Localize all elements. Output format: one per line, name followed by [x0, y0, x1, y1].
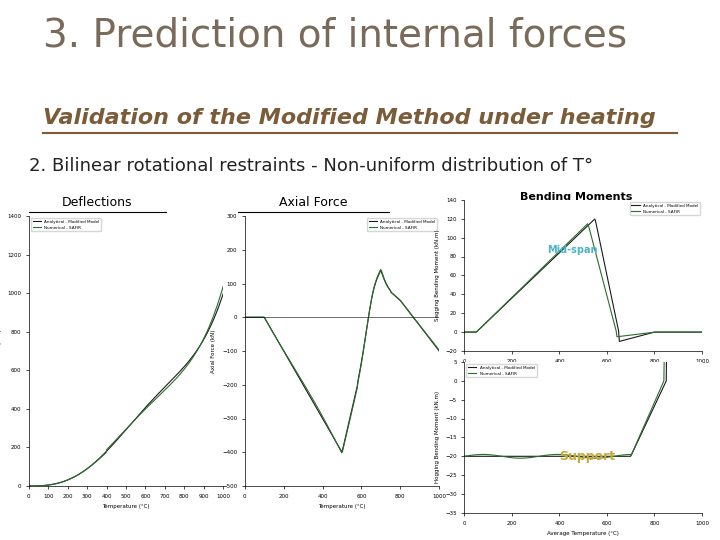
Analytical - Modified Model	[698, 329, 706, 335]
Analytical - Modified Model	[461, 329, 469, 335]
Line: Numerical - SAFIR: Numerical - SAFIR	[464, 224, 702, 337]
Text: Axial Force: Axial Force	[279, 196, 348, 209]
Numerical - SAFIR	[606, 454, 615, 460]
Analytical - Modified Model	[219, 291, 228, 297]
X-axis label: Temperature (°C): Temperature (°C)	[559, 369, 607, 374]
Analytical - Modified Model	[461, 453, 469, 460]
Numerical - SAFIR	[661, 265, 670, 272]
Line: Analytical - Modified Model: Analytical - Modified Model	[464, 219, 702, 341]
Analytical - Modified Model	[603, 271, 611, 277]
Line: Numerical - SAFIR: Numerical - SAFIR	[245, 269, 439, 453]
Analytical - Modified Model	[189, 353, 197, 360]
Numerical - SAFIR	[601, 288, 610, 295]
X-axis label: Average Temperature (°C): Average Temperature (°C)	[547, 531, 619, 536]
Numerical - SAFIR	[435, 347, 444, 353]
Analytical - Modified Model	[357, 360, 366, 367]
Y-axis label: Deflection (mm): Deflection (mm)	[0, 328, 1, 374]
X-axis label: Temperature (°C): Temperature (°C)	[102, 504, 150, 509]
Line: Analytical - Modified Model: Analytical - Modified Model	[245, 271, 439, 451]
Numerical - SAFIR	[377, 266, 385, 273]
Analytical - Modified Model	[615, 338, 624, 345]
Analytical - Modified Model	[460, 453, 469, 460]
Numerical - SAFIR	[698, 329, 706, 335]
Numerical - SAFIR	[140, 407, 149, 413]
Legend: Analytical - Modified Model, Numerical - SAFIR: Analytical - Modified Model, Numerical -…	[467, 364, 536, 377]
Numerical - SAFIR	[241, 314, 250, 320]
Line: Numerical - SAFIR: Numerical - SAFIR	[464, 0, 702, 458]
Numerical - SAFIR	[460, 453, 469, 460]
Numerical - SAFIR	[613, 334, 621, 340]
Numerical - SAFIR	[24, 483, 33, 489]
Text: 3. Prediction of internal forces: 3. Prediction of internal forces	[43, 16, 627, 54]
Text: 47: 47	[15, 76, 39, 94]
Numerical - SAFIR	[677, 329, 685, 335]
Analytical - Modified Model	[606, 289, 615, 296]
Analytical - Modified Model	[377, 267, 385, 274]
Analytical - Modified Model	[600, 453, 609, 460]
Text: Mid-span: Mid-span	[548, 245, 598, 255]
Numerical - SAFIR	[603, 454, 611, 461]
Numerical - SAFIR	[189, 355, 197, 361]
Numerical - SAFIR	[201, 333, 210, 339]
Line: Analytical - Modified Model: Analytical - Modified Model	[29, 294, 223, 486]
Analytical - Modified Model	[201, 334, 210, 340]
Analytical - Modified Model	[140, 406, 149, 412]
Numerical - SAFIR	[240, 314, 249, 320]
Analytical - Modified Model	[606, 453, 614, 460]
Analytical - Modified Model	[24, 483, 33, 489]
Numerical - SAFIR	[143, 403, 152, 410]
Analytical - Modified Model	[418, 326, 427, 332]
Analytical - Modified Model	[677, 329, 685, 335]
Numerical - SAFIR	[583, 220, 592, 227]
Legend: Analytical - Modified Model, Numerical - SAFIR: Analytical - Modified Model, Numerical -…	[630, 202, 700, 215]
Analytical - Modified Model	[662, 329, 670, 335]
Line: Numerical - SAFIR: Numerical - SAFIR	[29, 286, 223, 486]
Numerical - SAFIR	[140, 407, 148, 414]
Numerical - SAFIR	[418, 326, 427, 332]
Analytical - Modified Model	[25, 483, 34, 489]
Analytical - Modified Model	[405, 309, 414, 316]
Analytical - Modified Model	[240, 314, 249, 320]
Numerical - SAFIR	[461, 329, 469, 335]
Text: 2. Bilinear rotational restraints - Non-uniform distribution of T°: 2. Bilinear rotational restraints - Non-…	[29, 157, 593, 176]
Text: Validation of the Modified Method under heating: Validation of the Modified Method under …	[43, 108, 656, 128]
Y-axis label: Hogging Bending Moment (kN.m): Hogging Bending Moment (kN.m)	[435, 392, 440, 483]
Numerical - SAFIR	[601, 454, 610, 461]
Numerical - SAFIR	[357, 361, 366, 368]
Numerical - SAFIR	[460, 329, 469, 335]
Numerical - SAFIR	[338, 449, 346, 456]
Numerical - SAFIR	[662, 329, 670, 335]
Y-axis label: Sagging Bending Moment (kN.m): Sagging Bending Moment (kN.m)	[435, 230, 440, 321]
Numerical - SAFIR	[606, 307, 615, 313]
Analytical - Modified Model	[601, 267, 610, 273]
Numerical - SAFIR	[461, 453, 469, 460]
Text: Bending Moments: Bending Moments	[520, 192, 632, 202]
Analytical - Modified Model	[360, 340, 369, 347]
Analytical - Modified Model	[338, 448, 346, 455]
Analytical - Modified Model	[241, 314, 250, 320]
Text: Support: Support	[559, 450, 616, 463]
Analytical - Modified Model	[460, 329, 469, 335]
Numerical - SAFIR	[590, 455, 599, 461]
Numerical - SAFIR	[25, 483, 34, 489]
Analytical - Modified Model	[140, 406, 148, 413]
Legend: Analytical - Modified Model, Numerical - SAFIR: Analytical - Modified Model, Numerical -…	[367, 218, 437, 232]
Analytical - Modified Model	[143, 402, 152, 408]
Analytical - Modified Model	[435, 348, 444, 354]
Analytical - Modified Model	[590, 216, 599, 222]
Analytical - Modified Model	[660, 381, 669, 388]
Analytical - Modified Model	[356, 364, 365, 370]
X-axis label: Temperature (°C): Temperature (°C)	[318, 504, 366, 509]
Numerical - SAFIR	[356, 365, 365, 372]
Numerical - SAFIR	[219, 283, 228, 289]
Line: Analytical - Modified Model: Analytical - Modified Model	[464, 0, 702, 456]
Legend: Analytical - Modified Model, Numerical - SAFIR: Analytical - Modified Model, Numerical -…	[31, 218, 101, 232]
Numerical - SAFIR	[405, 310, 414, 316]
Analytical - Modified Model	[601, 453, 610, 460]
Numerical - SAFIR	[603, 292, 611, 298]
Text: Deflections: Deflections	[62, 196, 132, 209]
Y-axis label: Axial Force (kN): Axial Force (kN)	[212, 329, 217, 373]
Numerical - SAFIR	[360, 341, 369, 348]
